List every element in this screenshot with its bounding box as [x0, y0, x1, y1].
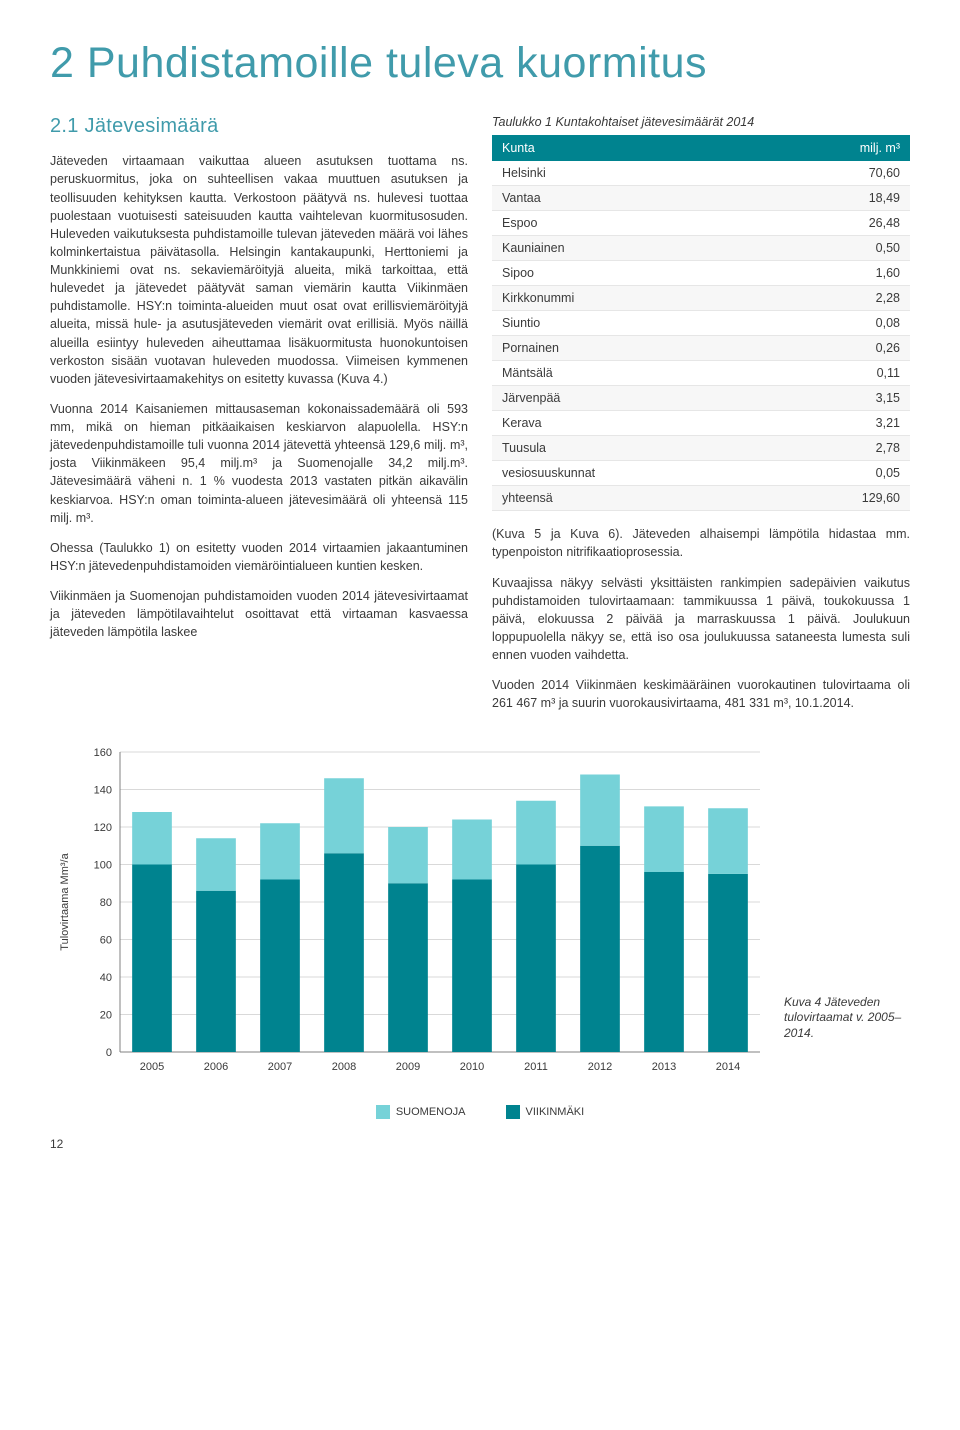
svg-text:40: 40 [100, 972, 112, 984]
legend-label: SUOMENOJA [396, 1106, 466, 1118]
svg-text:2008: 2008 [332, 1061, 356, 1073]
table-row: Tuusula2,78 [492, 436, 910, 461]
svg-text:Tulovirtaama Mm³/a: Tulovirtaama Mm³/a [59, 853, 71, 951]
svg-text:80: 80 [100, 897, 112, 909]
table-cell: 26,48 [765, 211, 910, 236]
table-cell: 0,11 [765, 361, 910, 386]
table-row: Pornainen0,26 [492, 336, 910, 361]
svg-text:60: 60 [100, 935, 112, 947]
left-column: 2.1 Jätevesimäärä Jäteveden virtaamaan v… [50, 115, 468, 724]
table-cell: Järvenpää [492, 386, 765, 411]
svg-text:160: 160 [94, 747, 112, 759]
data-table: Kunta milj. m³ Helsinki70,60Vantaa18,49E… [492, 135, 910, 511]
svg-text:2012: 2012 [588, 1061, 612, 1073]
table-row: Espoo26,48 [492, 211, 910, 236]
table-cell: 18,49 [765, 186, 910, 211]
body-paragraph: Ohessa (Taulukko 1) on esitetty vuoden 2… [50, 539, 468, 575]
table-row: Kirkkonummi2,28 [492, 286, 910, 311]
svg-text:100: 100 [94, 860, 112, 872]
table-row: vesiosuuskunnat0,05 [492, 461, 910, 486]
chart-container: Tulovirtaama Mm³/a 0 20 40 60 80 100 120 140 160 2… [50, 742, 910, 1119]
bar-chart: Tulovirtaama Mm³/a 0 20 40 60 80 100 120 140 160 2… [50, 742, 910, 1092]
content-columns: 2.1 Jätevesimäärä Jäteveden virtaamaan v… [50, 115, 910, 724]
body-paragraph: (Kuva 5 ja Kuva 6). Jäteveden alhaisempi… [492, 525, 910, 561]
svg-text:140: 140 [94, 785, 112, 797]
table-cell: Mäntsälä [492, 361, 765, 386]
table-row: Kerava3,21 [492, 411, 910, 436]
legend-swatch [376, 1105, 390, 1119]
table-row: Helsinki70,60 [492, 161, 910, 186]
table-cell: 0,26 [765, 336, 910, 361]
svg-text:2013: 2013 [652, 1061, 676, 1073]
body-paragraph: Vuoden 2014 Viikinmäen keskimääräinen vu… [492, 676, 910, 712]
svg-text:2006: 2006 [204, 1061, 228, 1073]
svg-text:0: 0 [106, 1047, 112, 1059]
table-row: Sipoo1,60 [492, 261, 910, 286]
page-number: 12 [50, 1137, 910, 1151]
table-cell: Kirkkonummi [492, 286, 765, 311]
table-cell: Siuntio [492, 311, 765, 336]
table-row: Järvenpää3,15 [492, 386, 910, 411]
svg-text:20: 20 [100, 1010, 112, 1022]
table-cell: 0,08 [765, 311, 910, 336]
body-paragraph: Viikinmäen ja Suomenojan puhdistamoiden … [50, 587, 468, 641]
table-cell: 2,28 [765, 286, 910, 311]
table-cell: Sipoo [492, 261, 765, 286]
table-cell: 129,60 [765, 486, 910, 511]
table-row: Siuntio0,08 [492, 311, 910, 336]
table-cell: 2,78 [765, 436, 910, 461]
table-cell: vesiosuuskunnat [492, 461, 765, 486]
table-cell: 0,05 [765, 461, 910, 486]
legend-label: VIIKINMÄKI [526, 1106, 585, 1118]
chart-legend: SUOMENOJA VIIKINMÄKI [50, 1105, 910, 1119]
svg-text:2010: 2010 [460, 1061, 484, 1073]
table-row: yhteensä129,60 [492, 486, 910, 511]
svg-text:2009: 2009 [396, 1061, 420, 1073]
table-cell: yhteensä [492, 486, 765, 511]
table-cell: 3,21 [765, 411, 910, 436]
table-caption: Taulukko 1 Kuntakohtaiset jätevesimäärät… [492, 115, 910, 129]
table-row: Mäntsälä0,11 [492, 361, 910, 386]
table-cell: Pornainen [492, 336, 765, 361]
table-cell: 70,60 [765, 161, 910, 186]
table-cell: 3,15 [765, 386, 910, 411]
body-paragraph: Kuvaajissa näkyy selvästi yksittäisten r… [492, 574, 910, 665]
table-header-left: Kunta [492, 135, 765, 161]
svg-text:2005: 2005 [140, 1061, 164, 1073]
table-cell: Tuusula [492, 436, 765, 461]
svg-text:2014: 2014 [716, 1061, 740, 1073]
legend-swatch [506, 1105, 520, 1119]
chart-caption: Kuva 4 Jäteveden tulovirtaamat v. 2005–2… [784, 995, 914, 1042]
table-cell: Helsinki [492, 161, 765, 186]
table-cell: Kauniainen [492, 236, 765, 261]
table-header-right: milj. m³ [765, 135, 910, 161]
body-paragraph: Vuonna 2014 Kaisaniemen mittausaseman ko… [50, 400, 468, 527]
page-title: 2 Puhdistamoille tuleva kuormitus [50, 40, 910, 87]
table-cell: 0,50 [765, 236, 910, 261]
table-cell: Espoo [492, 211, 765, 236]
svg-text:2007: 2007 [268, 1061, 292, 1073]
table-row: Kauniainen0,50 [492, 236, 910, 261]
table-cell: 1,60 [765, 261, 910, 286]
legend-item: SUOMENOJA [376, 1105, 466, 1119]
svg-text:2011: 2011 [524, 1061, 548, 1073]
right-column: Taulukko 1 Kuntakohtaiset jätevesimäärät… [492, 115, 910, 724]
table-cell: Vantaa [492, 186, 765, 211]
svg-text:120: 120 [94, 822, 112, 834]
body-paragraph: Jäteveden virtaamaan vaikuttaa alueen as… [50, 152, 468, 388]
table-row: Vantaa18,49 [492, 186, 910, 211]
table-cell: Kerava [492, 411, 765, 436]
section-heading: 2.1 Jätevesimäärä [50, 115, 468, 138]
legend-item: VIIKINMÄKI [506, 1105, 585, 1119]
